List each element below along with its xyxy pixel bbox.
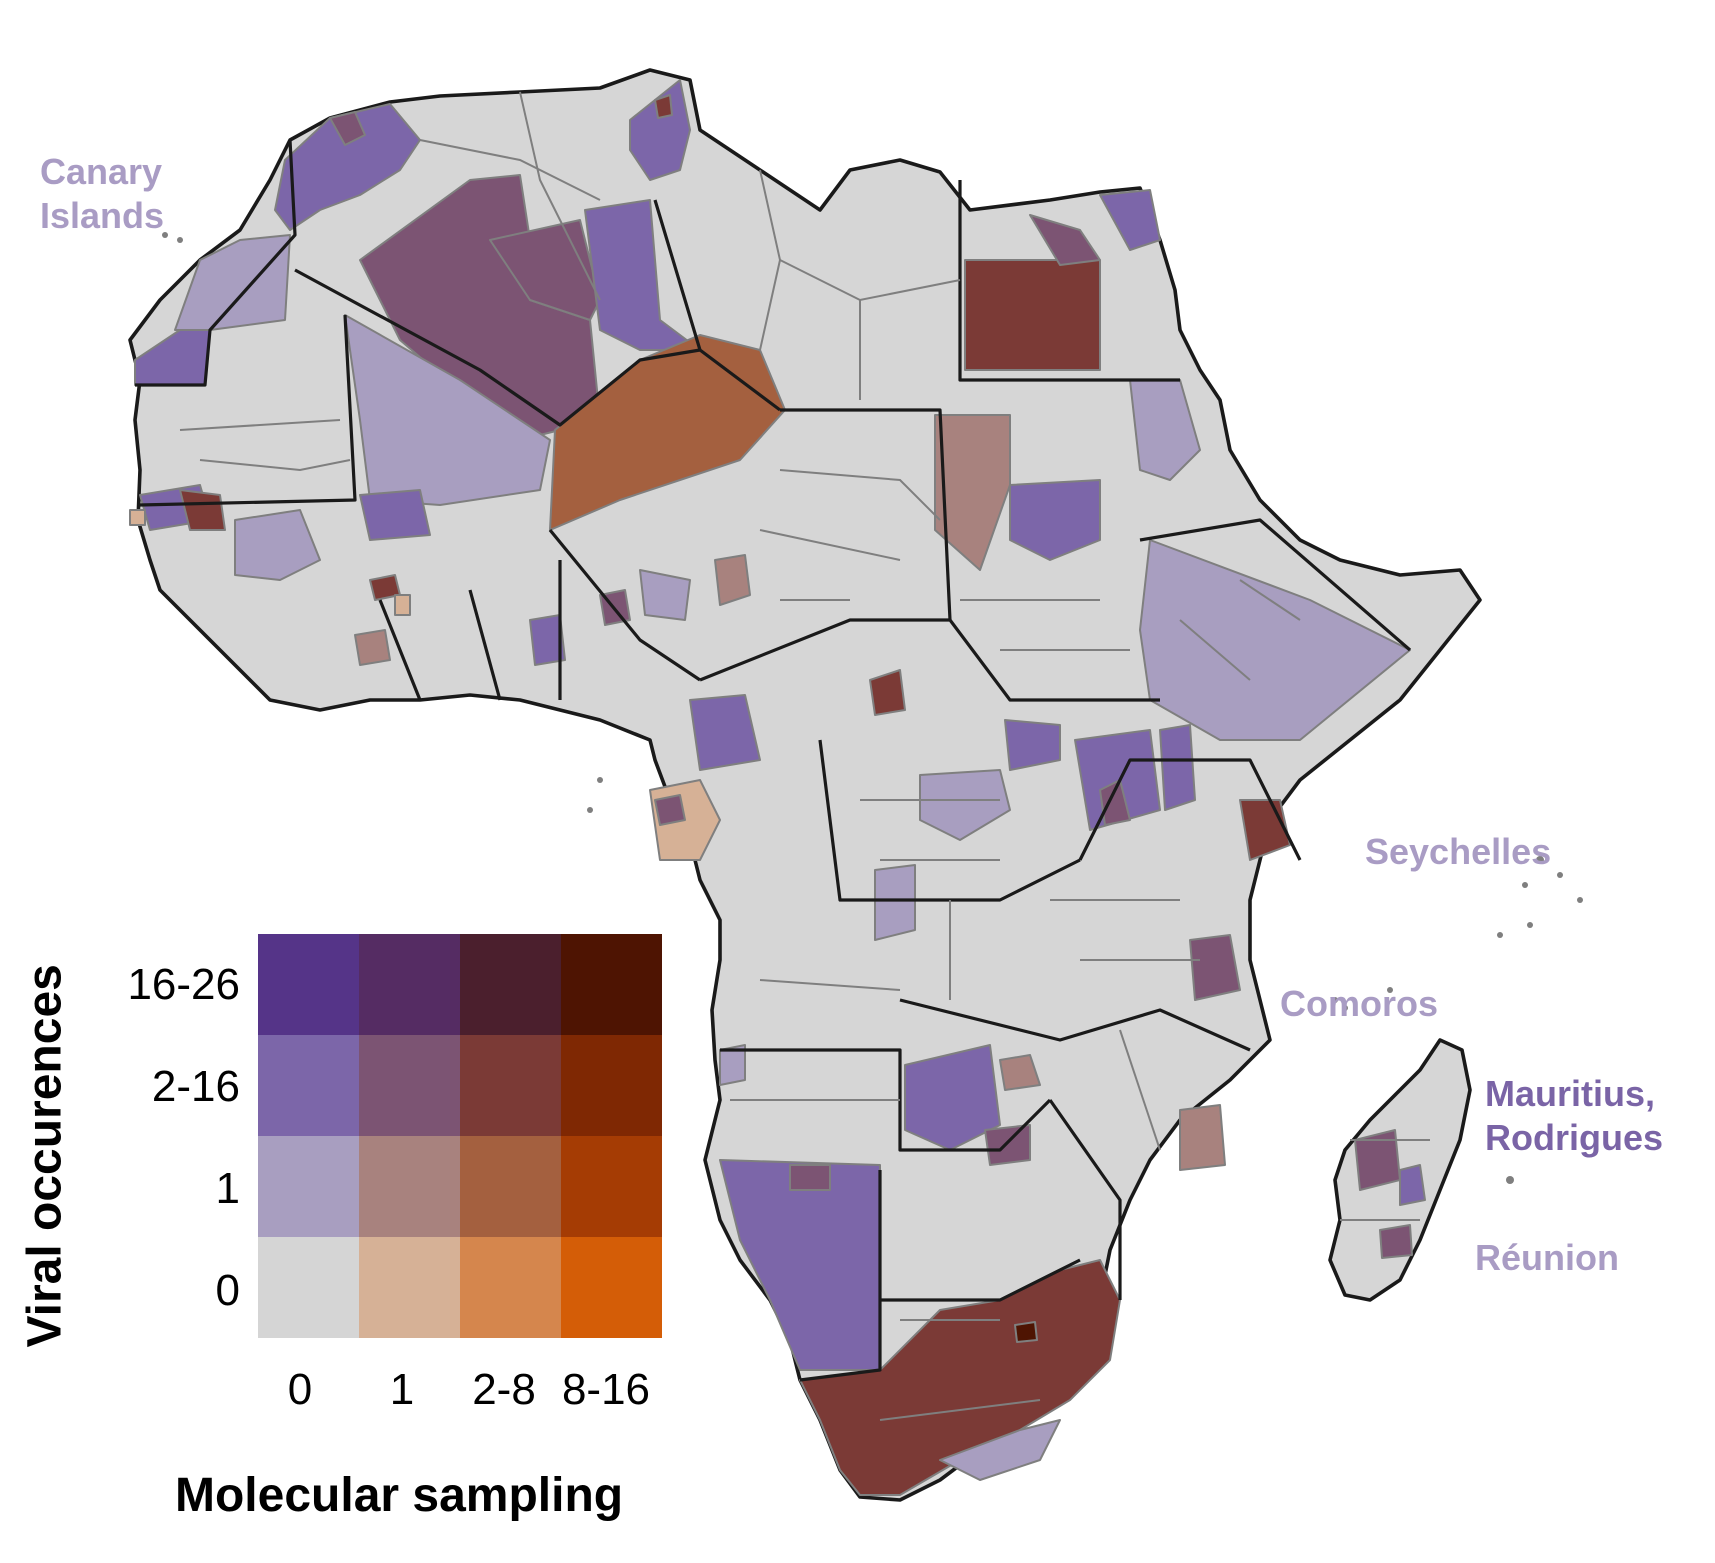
legend-cell-16-26-0 <box>258 934 359 1035</box>
country-borders <box>135 139 1412 1382</box>
y-tick-1: 1 <box>215 1164 240 1213</box>
legend-cell-2-16-8-16 <box>561 1035 662 1136</box>
legend-cell-0-0 <box>258 1237 359 1338</box>
canary-line-1: Canary <box>40 151 163 192</box>
x-tick-1: 1 <box>389 1365 415 1414</box>
mauritius-line-1: Mauritius, <box>1485 1073 1656 1114</box>
legend-cell-16-26-8-16 <box>561 934 662 1035</box>
colored-regions <box>129 79 1426 1496</box>
legend-cell-0-2-8 <box>460 1237 561 1338</box>
y-tick-0: 0 <box>215 1266 240 1315</box>
legend-x-title: Molecular sampling <box>175 1469 624 1522</box>
legend-cell-2-16-2-8 <box>460 1035 561 1136</box>
x-tick-0: 0 <box>287 1365 313 1414</box>
legend-cell-1-0 <box>258 1136 359 1237</box>
y-tick-16-26: 16-26 <box>127 960 240 1009</box>
x-tick-8-16: 8-16 <box>561 1365 651 1414</box>
legend-cell-1-1 <box>359 1136 460 1237</box>
canary-islands-label: Canary Islands <box>40 150 164 238</box>
legend-cell-16-26-2-8 <box>460 934 561 1035</box>
legend-cell-16-26-1 <box>359 934 460 1035</box>
legend-cell-2-16-1 <box>359 1035 460 1136</box>
reunion-label: Réunion <box>1475 1237 1619 1278</box>
legend-cell-0-8-16 <box>561 1237 662 1338</box>
canary-line-2: Islands <box>40 195 165 236</box>
seychelles-label: Seychelles <box>1365 831 1552 872</box>
legend-cell-1-2-8 <box>460 1136 561 1237</box>
internal-borders <box>179 91 1430 1421</box>
legend-cell-1-8-16 <box>561 1136 662 1237</box>
mauritius-label: Mauritius, Rodrigues <box>1485 1072 1663 1160</box>
mauritius-line-2: Rodrigues <box>1485 1117 1664 1158</box>
legend-y-title: Viral occurences <box>18 964 72 1348</box>
y-tick-2-16: 2-16 <box>151 1062 240 1111</box>
small-islands <box>162 232 1583 1184</box>
x-tick-2-8: 2-8 <box>472 1365 536 1414</box>
legend-cell-2-16-0 <box>258 1035 359 1136</box>
comoros-label: Comoros <box>1280 983 1439 1024</box>
legend-cell-0-1 <box>359 1237 460 1338</box>
